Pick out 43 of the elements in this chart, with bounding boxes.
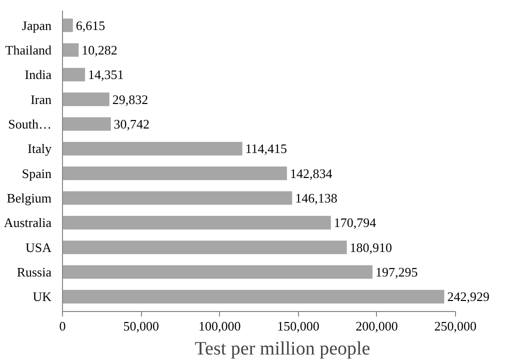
bar: [62, 166, 287, 180]
y-tick-label: USA: [25, 240, 52, 255]
bar: [62, 43, 79, 57]
bar: [62, 191, 292, 205]
y-tick-label: India: [24, 67, 52, 82]
data-label: 146,138: [295, 190, 338, 206]
y-tick-label: Iran: [30, 92, 52, 107]
y-tick-label: UK: [32, 289, 52, 304]
bar: [62, 290, 444, 304]
data-label: 14,351: [88, 67, 124, 82]
x-tick-label: 150,000: [277, 318, 320, 334]
bar: [62, 142, 242, 156]
bar: [62, 240, 347, 254]
data-label: 30,742: [114, 116, 150, 132]
x-tick-label: 0: [59, 318, 66, 334]
x-tick-label: 100,000: [198, 318, 241, 334]
y-tick-label: Japan: [22, 18, 52, 33]
data-label: 6,615: [76, 18, 106, 33]
bar: [62, 216, 331, 230]
bar: [62, 68, 86, 82]
data-label: 170,794: [334, 215, 377, 230]
y-tick-label: Russia: [16, 264, 52, 280]
x-tick-label: 50,000: [123, 318, 159, 334]
bar: [62, 265, 373, 279]
data-label: 142,834: [290, 166, 333, 181]
data-label: 242,929: [447, 289, 490, 304]
y-tick-label: Italy: [28, 141, 52, 156]
x-tick-label: 200,000: [356, 318, 398, 334]
y-tick-label: Thailand: [5, 42, 52, 58]
data-label: 29,832: [112, 92, 148, 107]
y-tick-label: Australia: [4, 215, 52, 230]
bar: [62, 18, 73, 32]
x-axis-title: Test per million people: [194, 338, 370, 360]
y-tick-label: South…: [8, 116, 52, 132]
x-tick-label: 250,000: [434, 318, 476, 334]
data-label: 114,415: [245, 141, 288, 156]
data-label: 197,295: [376, 264, 418, 280]
data-label: 180,910: [350, 240, 392, 255]
data-label: 10,282: [82, 42, 118, 58]
y-tick-label: Spain: [22, 166, 52, 181]
y-tick-label: Belgium: [6, 190, 52, 206]
bar: [62, 117, 111, 131]
bar: [62, 92, 110, 106]
